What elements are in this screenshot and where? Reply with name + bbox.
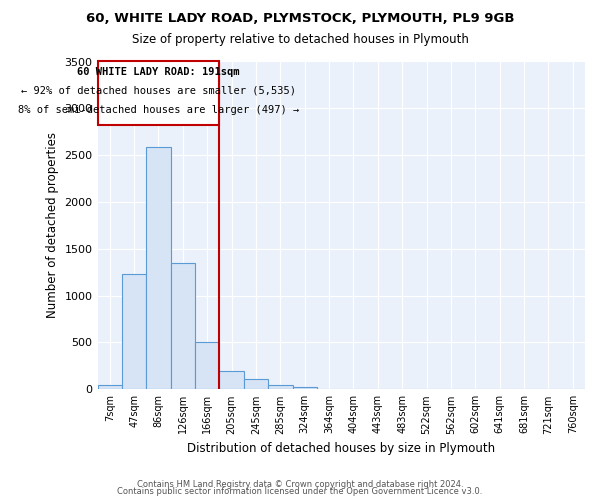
Bar — [195, 342, 220, 390]
Y-axis label: Number of detached properties: Number of detached properties — [46, 132, 59, 318]
Text: Contains HM Land Registry data © Crown copyright and database right 2024.: Contains HM Land Registry data © Crown c… — [137, 480, 463, 489]
Bar — [220, 370, 244, 390]
Text: Contains public sector information licensed under the Open Government Licence v3: Contains public sector information licen… — [118, 487, 482, 496]
Bar — [268, 385, 293, 390]
Text: 60 WHITE LADY ROAD: 191sqm: 60 WHITE LADY ROAD: 191sqm — [77, 66, 239, 76]
Bar — [122, 274, 146, 390]
Bar — [293, 388, 317, 390]
Bar — [244, 379, 268, 390]
Text: 8% of semi-detached houses are larger (497) →: 8% of semi-detached houses are larger (4… — [18, 105, 299, 115]
Bar — [97, 384, 122, 390]
Bar — [170, 263, 195, 390]
Bar — [317, 388, 341, 390]
X-axis label: Distribution of detached houses by size in Plymouth: Distribution of detached houses by size … — [187, 442, 496, 455]
Text: 60, WHITE LADY ROAD, PLYMSTOCK, PLYMOUTH, PL9 9GB: 60, WHITE LADY ROAD, PLYMSTOCK, PLYMOUTH… — [86, 12, 514, 26]
FancyBboxPatch shape — [97, 62, 220, 126]
Text: ← 92% of detached houses are smaller (5,535): ← 92% of detached houses are smaller (5,… — [21, 86, 296, 96]
Text: Size of property relative to detached houses in Plymouth: Size of property relative to detached ho… — [131, 32, 469, 46]
Bar — [146, 146, 170, 390]
